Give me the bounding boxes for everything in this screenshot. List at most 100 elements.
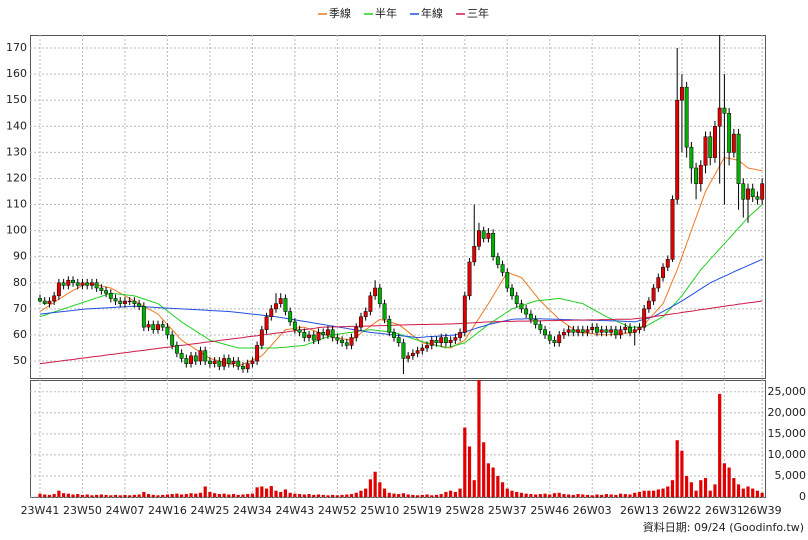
volume-bar (453, 491, 457, 497)
volume-bar (302, 494, 306, 497)
volume-bar (609, 494, 613, 497)
volume-bar (118, 495, 122, 497)
candle-body (174, 345, 179, 354)
candle-body (198, 350, 203, 362)
candle-body (113, 298, 118, 302)
volume-bar (142, 491, 146, 497)
candle-body (571, 329, 576, 333)
candle-body (325, 329, 330, 336)
candle-body (259, 329, 264, 346)
candle-body (184, 358, 189, 364)
volume-bar (373, 471, 377, 497)
candle-body (316, 332, 321, 341)
candle-body (708, 136, 713, 158)
candle-body (269, 308, 274, 317)
volume-bar (755, 490, 760, 497)
candle-body (670, 199, 675, 260)
candle-body (510, 287, 514, 297)
candle-body (288, 311, 293, 323)
candle-body (609, 329, 614, 333)
volume-bar (250, 493, 254, 497)
candle-body (368, 295, 373, 312)
candle-body (321, 332, 326, 336)
candle-body (99, 287, 104, 291)
volume-bar (595, 494, 599, 497)
x-tick-label: 23W41 (21, 504, 60, 517)
candle-body (477, 230, 481, 247)
candle-body (703, 136, 708, 166)
volume-bar (104, 494, 108, 497)
candle-body (283, 298, 288, 312)
candle-body (722, 107, 727, 114)
candle-body (689, 146, 694, 169)
candle-body (401, 342, 406, 359)
volume-bar (703, 478, 708, 497)
candle-body (66, 279, 71, 286)
volume-bar (76, 494, 80, 497)
volume-bar (401, 493, 406, 497)
volume-bar (85, 494, 89, 497)
volume-bar (647, 490, 651, 497)
volume-bar (203, 486, 207, 497)
candle-body (628, 326, 632, 333)
volume-bar (288, 492, 292, 497)
candle-body (528, 313, 533, 320)
candle-body (675, 99, 680, 200)
legend-label: 季線 (329, 6, 351, 20)
candle-body (203, 350, 208, 362)
candle-body (679, 86, 684, 101)
y-tick-label: 80 (13, 276, 27, 289)
volume-bar (354, 492, 358, 497)
y-tick-label: 15,000 (768, 427, 807, 440)
volume-bar (590, 495, 594, 497)
volume-bar (538, 494, 542, 497)
volume-bar (382, 488, 387, 497)
candle-body (297, 329, 302, 333)
y-tick-label: 25,000 (768, 385, 807, 398)
candle-body (552, 339, 557, 344)
volume-bar (618, 493, 623, 497)
candle-body (89, 282, 94, 286)
volume-bar (279, 491, 283, 497)
volume-bar (425, 494, 429, 497)
volume-bar (236, 494, 240, 497)
volume-bar (113, 494, 118, 497)
volume-bar (491, 467, 495, 497)
volume-bar (241, 494, 245, 497)
volume-bar (180, 494, 184, 497)
volume-bar (600, 494, 604, 497)
volume-panel (30, 380, 766, 498)
candle-body (717, 107, 722, 127)
candle-body (56, 282, 61, 297)
volume-bar (670, 480, 675, 497)
volume-bar (519, 492, 524, 497)
moving-average-line (39, 258, 763, 339)
candle-body (656, 277, 661, 289)
candle-body (760, 183, 765, 200)
volume-bar (741, 488, 745, 497)
x-tick-label: 25W10 (360, 504, 399, 517)
candle-body (618, 329, 623, 336)
volume-bar (165, 494, 170, 497)
volume-bar (189, 493, 193, 497)
candle-body (226, 358, 231, 364)
volume-bar (736, 484, 741, 497)
y-tick-label: 10,000 (768, 448, 807, 461)
volume-bar (420, 494, 424, 497)
volume-bar (208, 491, 212, 497)
volume-bar (685, 475, 689, 497)
volume-bar (699, 480, 703, 497)
volume-bar (623, 494, 627, 497)
legend-label: 三年 (467, 6, 489, 20)
candle-body (85, 282, 90, 286)
volume-bar (335, 495, 339, 497)
volume-bar (439, 494, 443, 497)
candle-body (481, 230, 486, 239)
candle-body (212, 360, 217, 364)
volume-bar (368, 479, 372, 497)
x-tick-label: 23W50 (63, 504, 102, 517)
candle-body (222, 358, 227, 367)
volume-bar (71, 494, 75, 497)
volume-bar (298, 494, 302, 497)
